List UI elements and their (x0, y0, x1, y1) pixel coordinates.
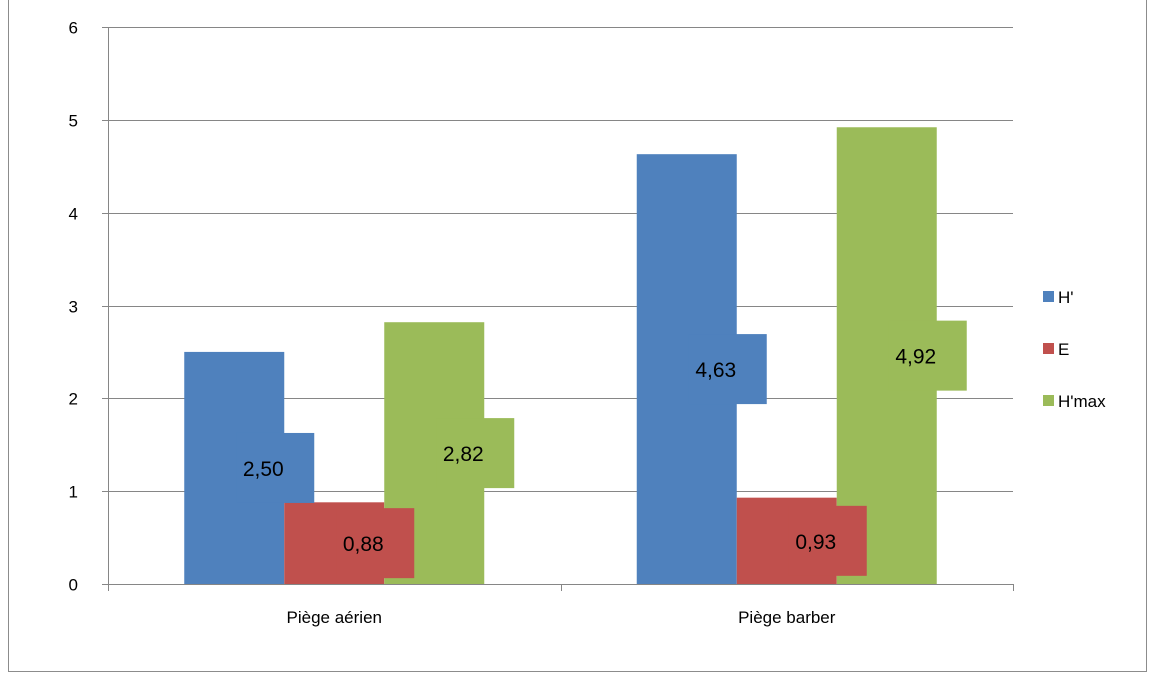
data-label: 4,92 (895, 346, 936, 369)
y-tick-label: 0 (69, 576, 78, 595)
data-label-box (236, 432, 315, 503)
legend-label: H'max (1058, 392, 1106, 411)
data-label-box (336, 508, 415, 579)
legend-swatch (1043, 343, 1054, 354)
data-label-box (688, 334, 767, 405)
axes: 0 1 2 3 4 5 6 Piège aérien Piège barber (69, 19, 1014, 627)
legend: H' E H'max (1043, 288, 1106, 411)
legend-swatch (1043, 291, 1054, 302)
data-label-box (888, 320, 967, 391)
y-tick-label: 4 (69, 205, 78, 224)
y-tick-label: 2 (69, 390, 78, 409)
chart-frame (8, 0, 1147, 672)
data-label-box (436, 418, 515, 489)
data-label: 2,50 (243, 458, 284, 481)
legend-label: H' (1058, 288, 1074, 307)
data-label: 0,93 (795, 531, 836, 554)
y-tick-label: 1 (69, 483, 78, 502)
data-labels: 2,50 0,88 2,82 4,63 0,93 4,92 (236, 320, 967, 579)
data-label: 2,82 (443, 443, 484, 466)
x-tick-label: Piège barber (738, 608, 836, 627)
legend-label: E (1058, 340, 1069, 359)
y-tick-label: 3 (69, 298, 78, 317)
data-label: 4,63 (695, 359, 736, 382)
x-tick-label: Piège aérien (287, 608, 382, 627)
data-label-box (788, 505, 867, 576)
data-label: 0,88 (343, 533, 384, 556)
legend-swatch (1043, 395, 1054, 406)
y-tick-label: 5 (69, 112, 78, 131)
y-tick-label: 6 (69, 19, 78, 38)
